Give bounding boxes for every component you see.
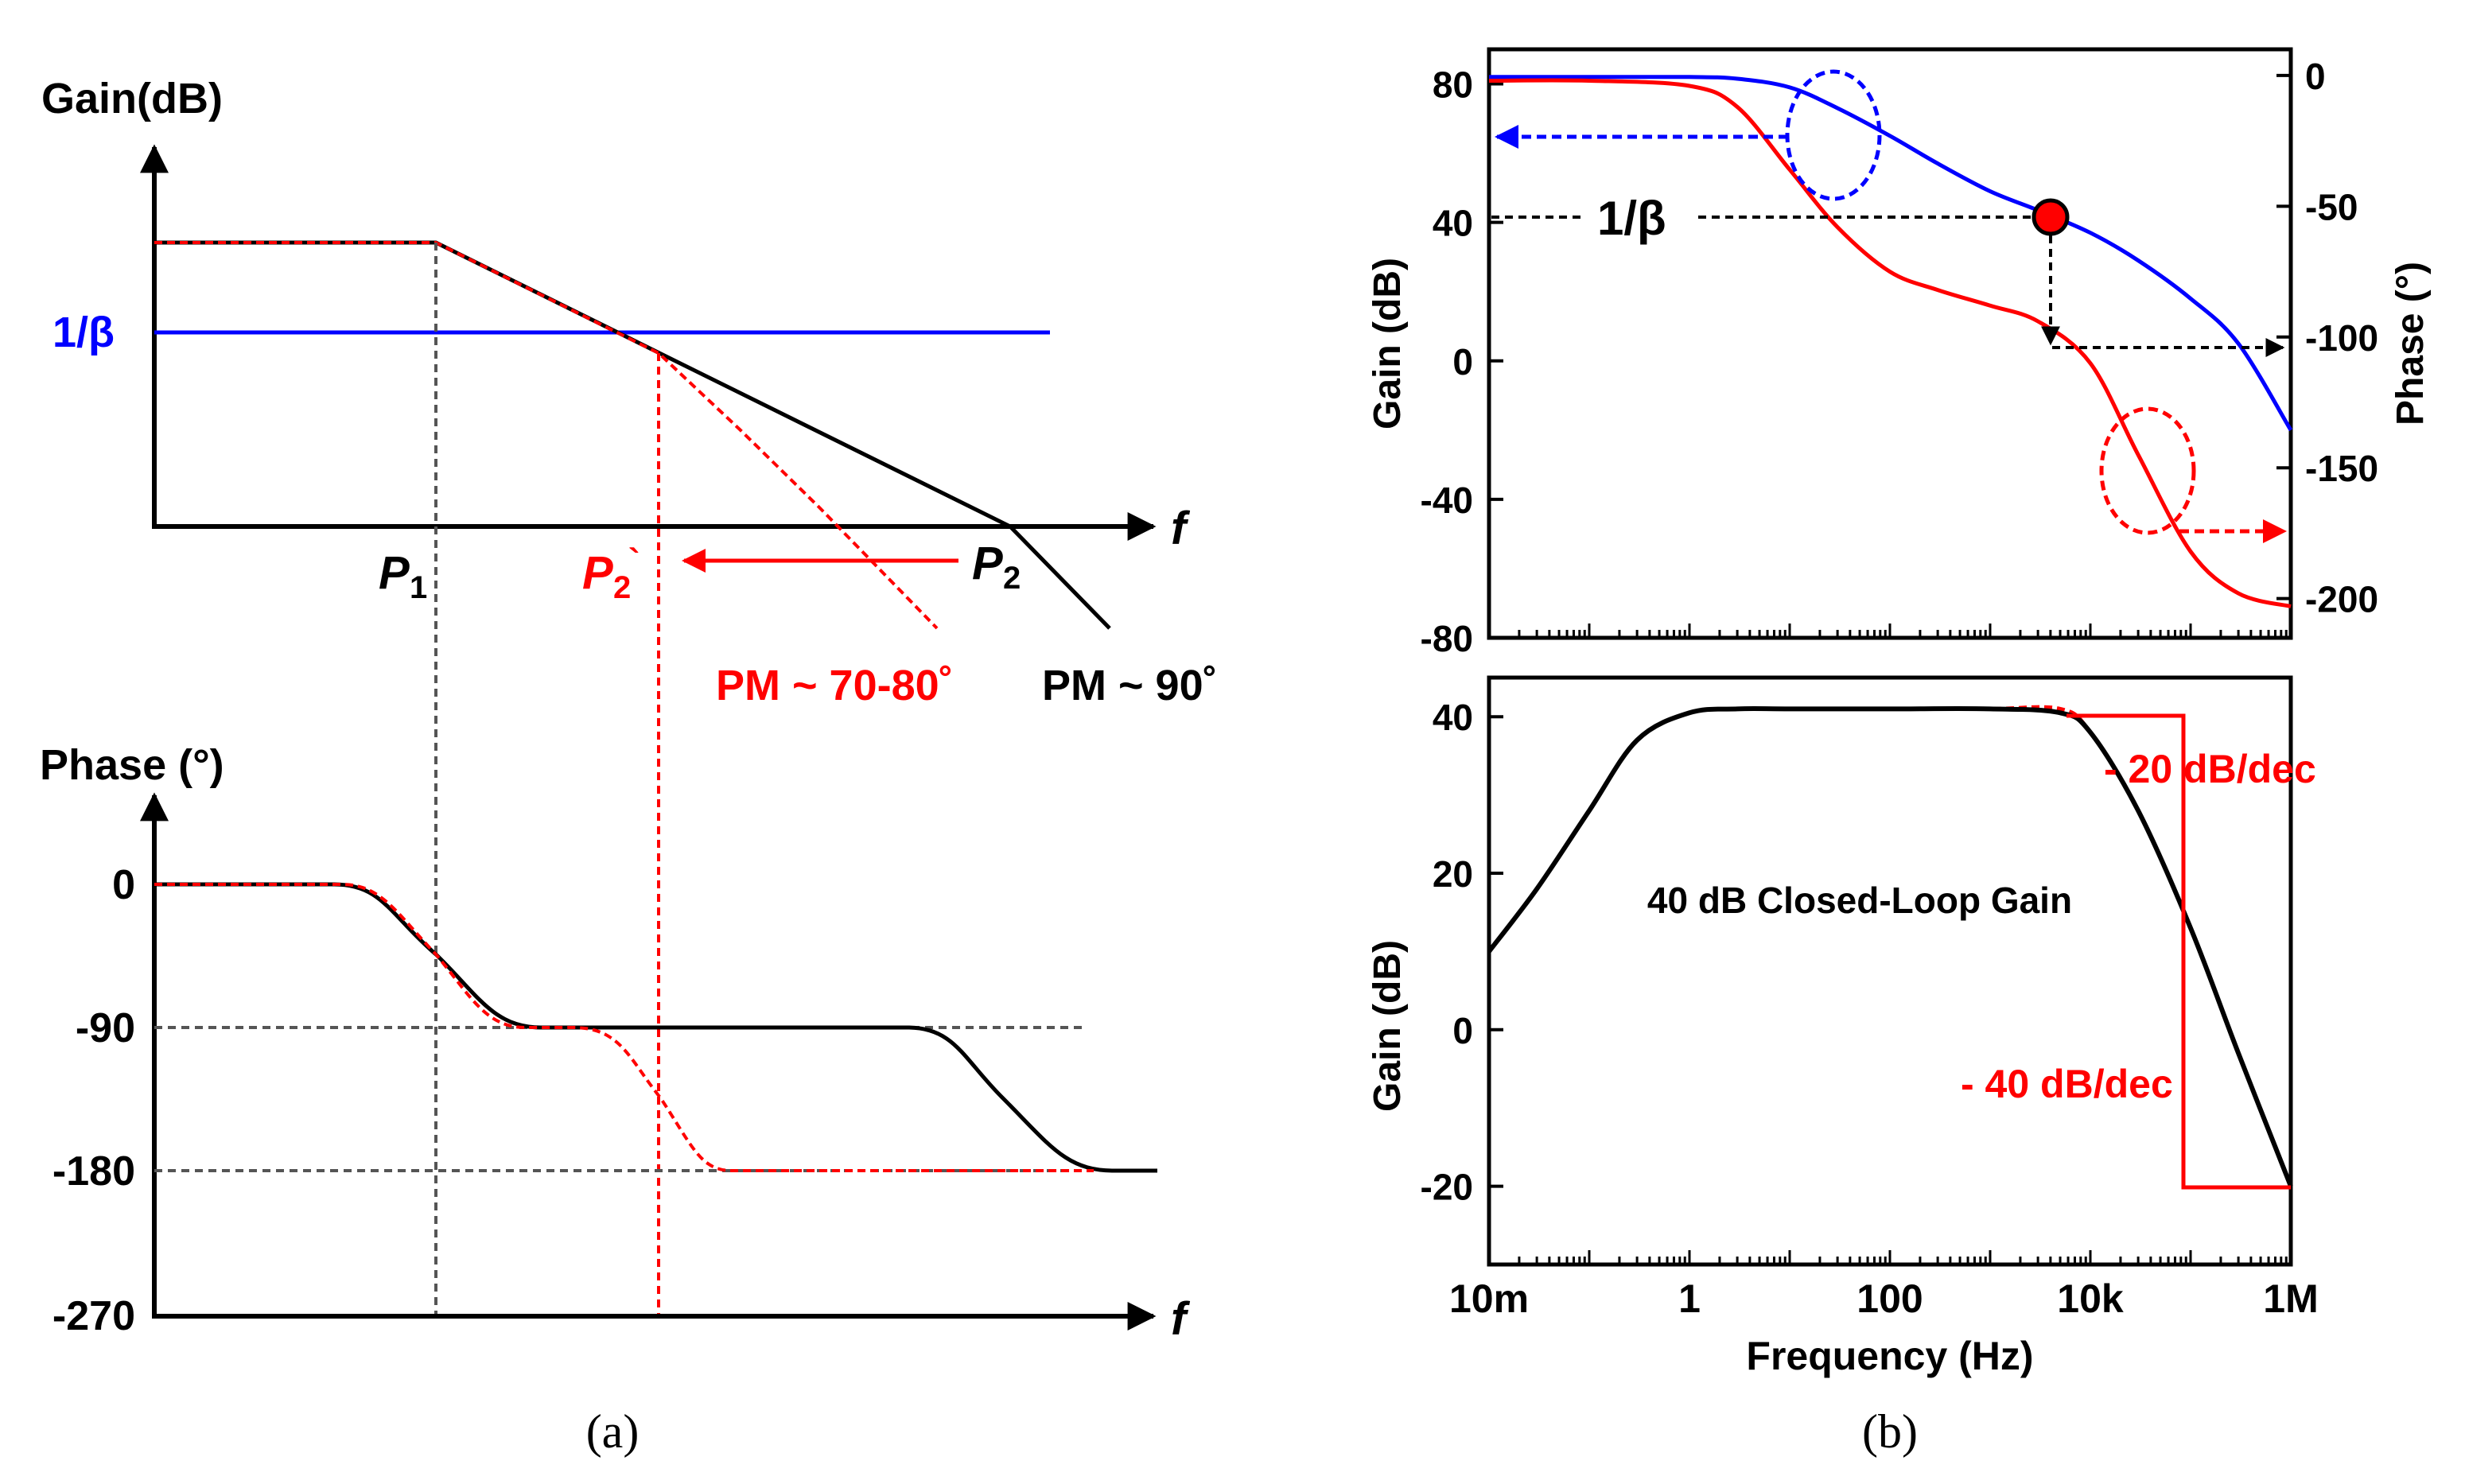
bottom-xtick-label: 100 xyxy=(1857,1276,1923,1321)
top-beta-label: 1/β xyxy=(1597,192,1666,245)
phase-tick-270: -270 xyxy=(52,1293,135,1339)
phase-curve-black xyxy=(154,882,1157,1173)
bottom-ytick-label: -20 xyxy=(1421,1167,1473,1208)
bottom-xtick-label: 10k xyxy=(2057,1276,2124,1321)
top-ytick-label: 0 xyxy=(1452,341,1473,383)
bottom-xtick-label: 1M xyxy=(2263,1276,2318,1321)
phase-tick-0: 0 xyxy=(112,862,135,908)
phase-tick-180: -180 xyxy=(52,1148,135,1195)
p1-sub: 1 xyxy=(410,570,427,605)
beta-label: 1/β xyxy=(52,309,115,356)
top-y2ticks: 0 -50 -100 -150 -200 xyxy=(2276,56,2378,620)
pm-red-label: PM ~ 70-80˚ xyxy=(716,662,954,709)
gain-axis-label: Gain(dB) xyxy=(41,75,223,122)
top-y2label: Phase (°) xyxy=(2389,262,2432,425)
top-ylabel: Gain (dB) xyxy=(1367,258,1409,429)
pm-black-label: PM ~ 90˚ xyxy=(1042,662,1218,709)
top-y2tick-label: -50 xyxy=(2305,186,2358,227)
top-y2tick-label: 0 xyxy=(2305,56,2326,97)
top-ytick-label: 40 xyxy=(1433,203,1473,244)
bottom-yticks: 40 20 0 -20 xyxy=(1421,697,1503,1208)
slope-bracket-40 xyxy=(2181,883,2291,1190)
bottom-plot-ticks xyxy=(1487,1250,2288,1265)
phase-tick-90: -90 xyxy=(76,1005,135,1051)
gain-f-label: f xyxy=(1171,503,1191,554)
p2-sub: 2 xyxy=(1003,561,1021,596)
top-y2tick-label: -150 xyxy=(2305,448,2378,489)
top-ytick-label: 80 xyxy=(1433,64,1473,106)
top-phase-curve xyxy=(1488,78,2292,608)
phase-f-label: f xyxy=(1171,1293,1191,1345)
top-ytick-label: -40 xyxy=(1421,480,1473,521)
crossover-marker xyxy=(2031,198,2070,236)
caption-a: (a) xyxy=(586,1405,640,1458)
slope-label-40: - 40 dB/dec xyxy=(1961,1062,2173,1106)
top-y2tick-label: -100 xyxy=(2305,317,2378,359)
top-y2tick-label: -200 xyxy=(2305,579,2378,620)
gain-curve-red xyxy=(154,241,939,630)
top-ytick-label: -80 xyxy=(1421,618,1473,659)
phase-curve-red xyxy=(154,883,1094,1172)
top-yticks: 80 40 0 -40 -80 xyxy=(1421,64,1503,659)
phase-curve-callout xyxy=(2099,406,2196,535)
slope-label-20: - 20 dB/dec xyxy=(2104,747,2316,791)
top-gain-curve xyxy=(1489,75,2293,432)
bottom-ytick-label: 20 xyxy=(1433,853,1473,895)
bottom-xticks: 10m 1 100 10k 1M xyxy=(1449,1276,2319,1321)
panel-b: Gain (dB) Phase (°) 80 40 0 -40 -80 0 -50 -100… xyxy=(1367,47,2432,1458)
top-plot-ticks xyxy=(1487,624,2288,638)
p2-prime-mark: ` xyxy=(628,542,640,581)
bottom-ytick-label: 0 xyxy=(1452,1010,1473,1051)
p1-label: P xyxy=(379,547,410,599)
p2-prime-sub: 2 xyxy=(613,570,631,605)
closed-loop-label: 40 dB Closed-Loop Gain xyxy=(1647,880,2072,921)
bottom-gain-curve xyxy=(1487,706,2293,1187)
panel-a: Gain(dB) f 1/β P 1 P 2 ` P 2 PM ~ 70-80˚… xyxy=(40,75,1218,1458)
phase-axis-label: Phase (°) xyxy=(40,741,224,789)
gain-curve-callout xyxy=(1785,69,1882,201)
bottom-ytick-label: 40 xyxy=(1433,697,1473,738)
slope-bracket-20 xyxy=(2066,713,2186,883)
bottom-xtick-label: 10m xyxy=(1449,1276,1529,1321)
p2-label: P xyxy=(972,538,1003,589)
bottom-xtick-label: 1 xyxy=(1678,1276,1701,1321)
caption-b: (b) xyxy=(1862,1405,1918,1458)
p2-prime-label: P xyxy=(582,547,613,599)
bottom-ylabel: Gain (dB) xyxy=(1367,940,1409,1112)
bottom-xlabel: Frequency (Hz) xyxy=(1746,1334,2033,1378)
